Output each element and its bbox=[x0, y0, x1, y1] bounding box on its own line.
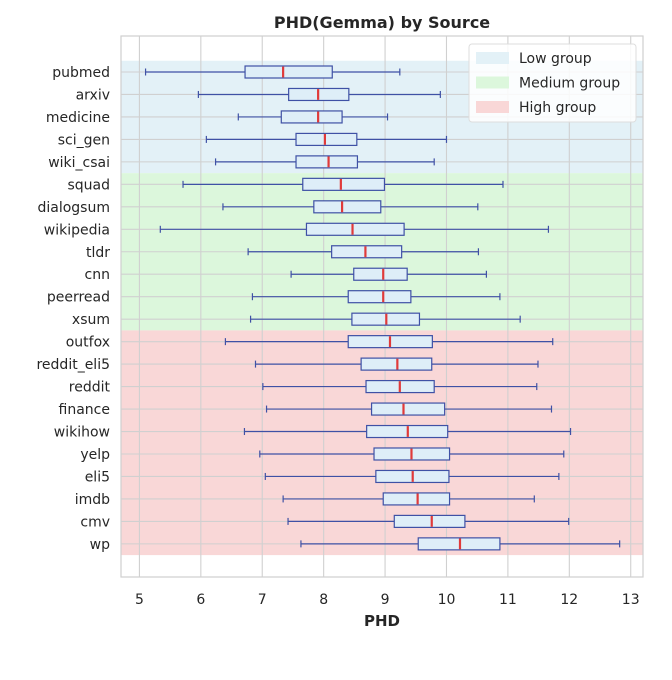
x-tick-label: 7 bbox=[258, 592, 267, 608]
y-tick-label: finance bbox=[59, 402, 110, 418]
y-tick-label: wiki_csai bbox=[48, 155, 110, 171]
plot-frame bbox=[120, 35, 644, 578]
y-tick-label: tldr bbox=[86, 245, 110, 261]
box-squad bbox=[302, 177, 386, 191]
legend: Low group Medium group High group bbox=[468, 43, 637, 123]
legend-swatch bbox=[476, 52, 509, 64]
box-wiki_csai bbox=[295, 155, 359, 169]
x-tick-label: 10 bbox=[438, 592, 456, 608]
y-tick-label: reddit_eli5 bbox=[36, 357, 110, 373]
legend-label: High group bbox=[519, 100, 596, 116]
y-tick-label: cnn bbox=[85, 267, 110, 283]
x-tick-label: 6 bbox=[196, 592, 205, 608]
y-tick-label: cmv bbox=[80, 514, 110, 530]
box-pubmed bbox=[244, 65, 333, 79]
y-tick-label: imdb bbox=[75, 492, 110, 508]
y-tick-label: arxiv bbox=[76, 87, 110, 103]
legend-swatch bbox=[476, 101, 509, 113]
y-tick-label: wikipedia bbox=[44, 222, 110, 238]
y-tick-label: xsum bbox=[72, 312, 110, 328]
legend-label: Medium group bbox=[519, 76, 620, 92]
x-tick-label: 12 bbox=[560, 592, 578, 608]
legend-label: Low group bbox=[519, 51, 592, 67]
y-tick-label: squad bbox=[67, 177, 110, 193]
legend-swatch bbox=[476, 76, 509, 89]
y-tick-label: reddit bbox=[69, 380, 111, 396]
y-tick-label: medicine bbox=[46, 110, 110, 126]
x-tick-label: 13 bbox=[622, 592, 640, 608]
box-imdb bbox=[382, 492, 451, 506]
y-tick-label: yelp bbox=[80, 447, 110, 463]
y-tick-label: outfox bbox=[66, 335, 110, 351]
box-sci_gen bbox=[295, 132, 358, 147]
box-wikipedia bbox=[305, 222, 405, 236]
box-tldr bbox=[331, 245, 403, 259]
legend-box bbox=[468, 43, 637, 123]
box-cmv bbox=[393, 514, 466, 529]
y-tick-label: peerread bbox=[47, 290, 110, 306]
x-tick-label: 9 bbox=[381, 592, 390, 608]
box-medicine bbox=[280, 110, 343, 124]
x-tick-label: 11 bbox=[499, 592, 517, 608]
y-tick-label: sci_gen bbox=[58, 132, 110, 148]
y-tick-label: dialogsum bbox=[37, 200, 110, 216]
y-tick-label: wp bbox=[90, 537, 110, 553]
x-tick-label: 5 bbox=[135, 592, 144, 608]
y-tick-label: wikihow bbox=[54, 425, 110, 441]
box-finance bbox=[370, 402, 446, 416]
box-dialogsum bbox=[313, 200, 382, 214]
chart-title: PHD(Gemma) by Source bbox=[274, 13, 490, 32]
box-peerread bbox=[347, 290, 412, 304]
box-cnn bbox=[353, 267, 408, 281]
x-axis-label: PHD bbox=[364, 612, 400, 630]
x-tick-label: 8 bbox=[319, 592, 328, 608]
y-tick-label: eli5 bbox=[85, 469, 110, 485]
y-tick-label: pubmed bbox=[52, 65, 110, 81]
